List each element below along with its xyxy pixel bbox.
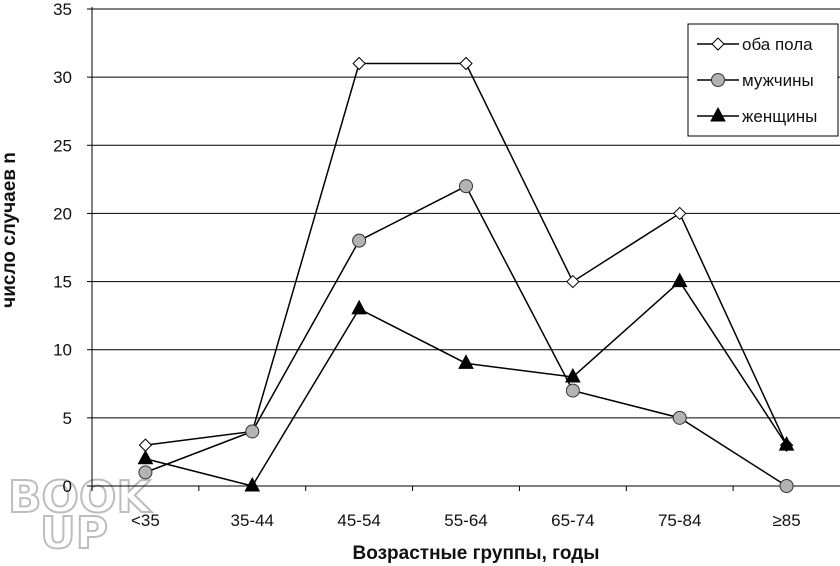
x-tick-labels: <35 35-44 45-54 55-64 65-74 75-84 ≥85 (131, 511, 801, 530)
point-s2-0 (137, 449, 154, 465)
point-s1-1 (245, 424, 260, 439)
series-group (137, 56, 795, 493)
x-tick-label-6: ≥85 (772, 511, 800, 530)
point-s1-0 (138, 465, 153, 480)
series-line-2 (145, 280, 788, 487)
point-s2-5 (671, 272, 688, 288)
point-s0-2 (352, 56, 366, 71)
y-tick-label-30: 30 (53, 68, 72, 87)
point-s2-3 (458, 354, 474, 369)
point-s2-1 (244, 476, 261, 492)
series-line-1 (145, 185, 787, 487)
y-tick-label-25: 25 (53, 136, 72, 155)
x-tick-label-3: 55-64 (444, 511, 487, 530)
y-tick-label-10: 10 (53, 341, 72, 360)
x-axis-title: Возрастные группы, годы (353, 543, 600, 564)
point-s1-4 (565, 383, 580, 398)
point-s2-4 (565, 367, 581, 383)
x-tick-label-2: 45-54 (337, 511, 380, 530)
point-s0-5 (673, 206, 687, 221)
legend-label-0: оба пола (742, 35, 813, 54)
legend-marker-2 (710, 106, 726, 122)
legend-marker-0 (711, 37, 725, 51)
axes (87, 7, 840, 491)
point-s2-2 (351, 299, 367, 315)
series-1 (138, 179, 794, 493)
y-tick-label-35: 35 (53, 0, 72, 19)
point-s0-0 (138, 438, 153, 452)
x-tick-label-1: 35-44 (231, 511, 274, 530)
y-tick-labels: 0 5 10 15 20 25 30 35 (53, 0, 72, 496)
series-2 (137, 272, 795, 492)
point-s1-5 (672, 410, 687, 425)
y-tick-label-5: 5 (63, 409, 72, 428)
legend-label-2: женщины (742, 107, 817, 126)
x-tick-label-5: 75-84 (658, 511, 701, 530)
legend: оба пола мужчины женщины (687, 23, 839, 137)
y-tick-label-0: 0 (63, 477, 72, 496)
point-s0-4 (566, 274, 580, 289)
y-tick-label-20: 20 (53, 204, 72, 223)
watermark-line-1: BOOK (8, 472, 152, 523)
watermark-line-2: UP (40, 508, 108, 559)
point-s1-2 (352, 233, 367, 248)
y-tick-label-15: 15 (53, 273, 72, 292)
legend-marker-1 (711, 73, 725, 87)
x-tick-label-0: <35 (131, 511, 160, 530)
point-s0-3 (459, 56, 473, 71)
watermark-logo: BOOK UP (7, 471, 153, 560)
legend-label-1: мужчины (742, 71, 814, 90)
point-s1-6 (779, 479, 794, 493)
point-s2-6 (778, 436, 795, 451)
x-tick-label-4: 65-74 (551, 511, 594, 530)
y-axis-title: число случаев n (0, 152, 20, 308)
point-s1-3 (459, 179, 473, 194)
